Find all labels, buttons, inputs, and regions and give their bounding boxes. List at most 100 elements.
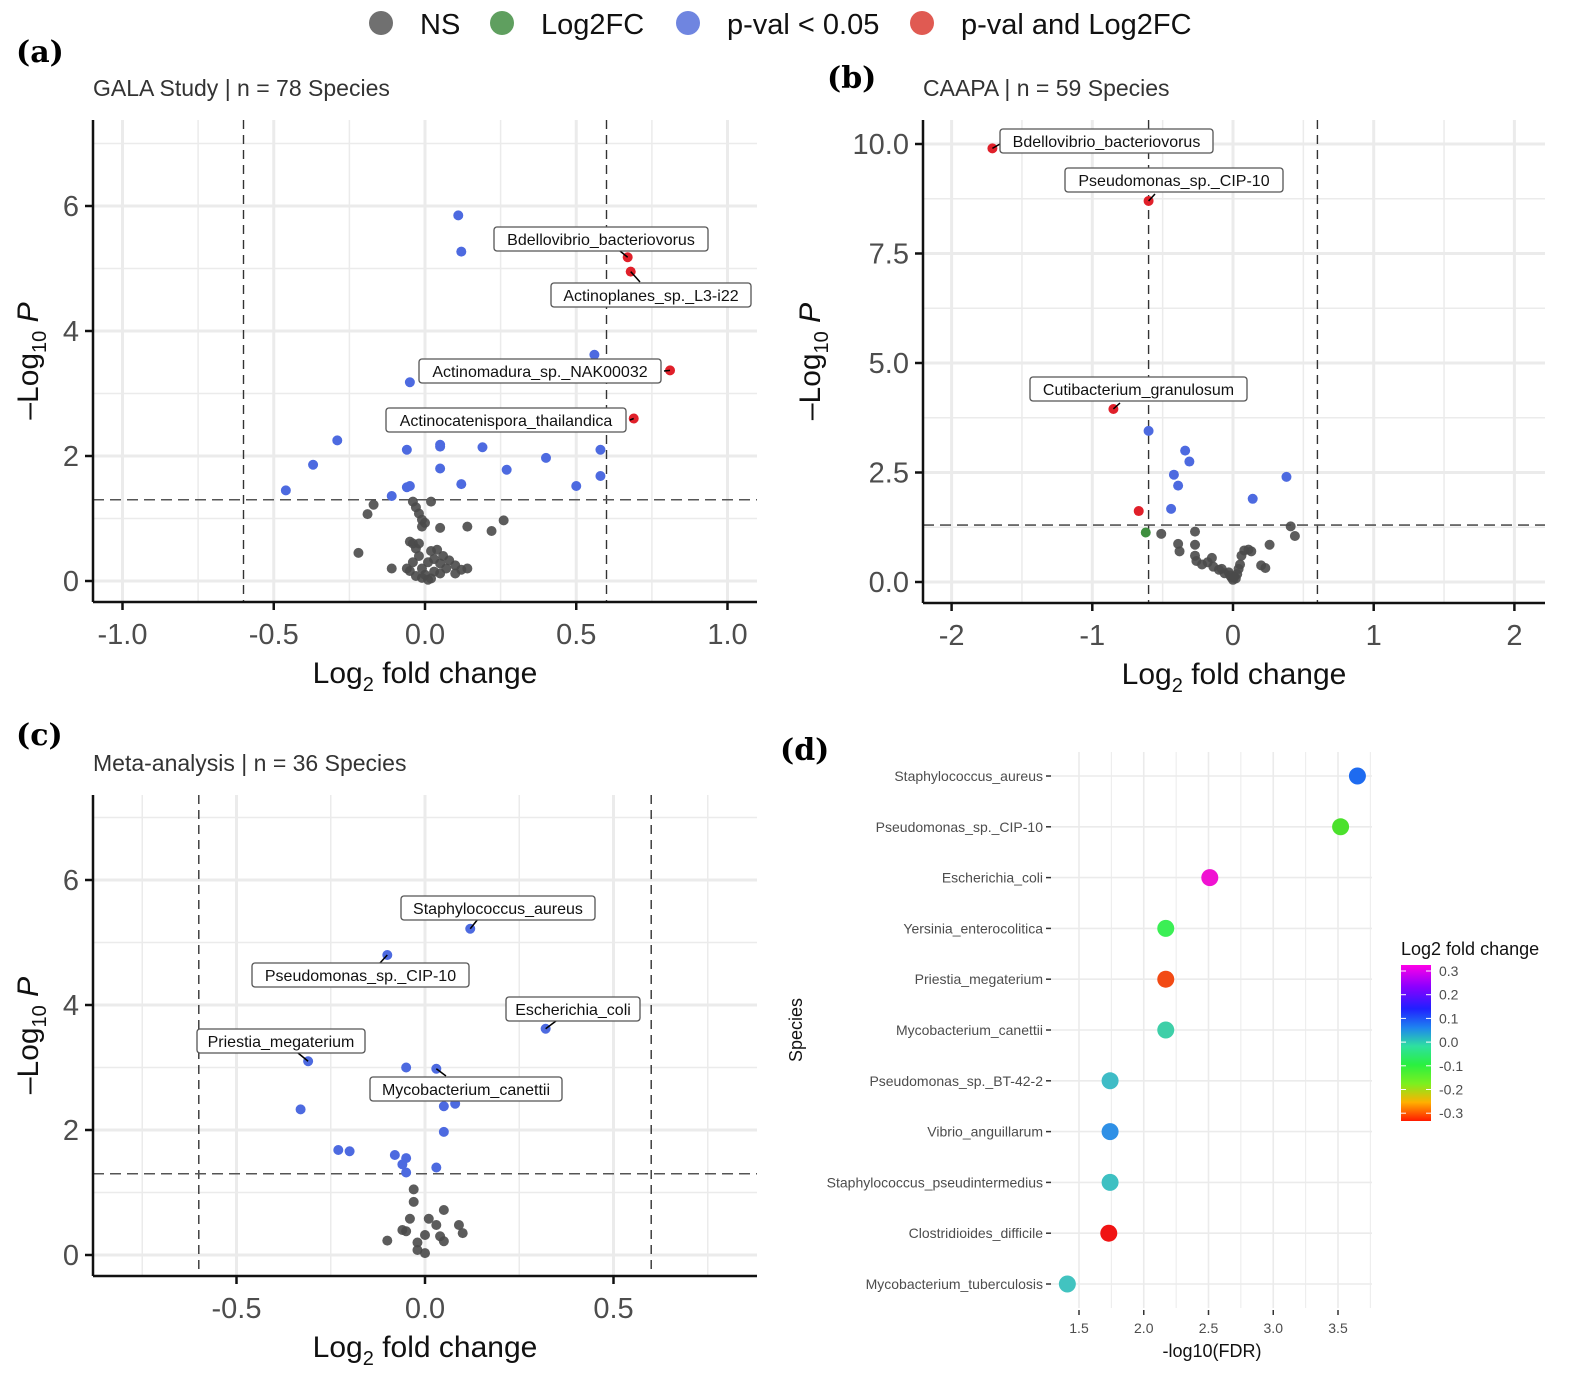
legend-label: Log2FC: [541, 9, 644, 41]
data-point-ns: [416, 563, 427, 574]
point-label: Staphylococcus_aureus: [400, 895, 596, 930]
panel-letter-d: (d): [780, 733, 829, 768]
data-point-ns: [404, 1213, 415, 1224]
label-text: Actinomadura_sp._NAK00032: [432, 364, 647, 381]
x-tick-label: -0.5: [212, 1293, 262, 1325]
label-connector: [1112, 402, 1121, 410]
label-connector: [379, 954, 388, 964]
y-tick-label: 2: [63, 441, 79, 473]
legend-key-1: [490, 11, 514, 35]
colorbar-tick-label: -0.3: [1439, 1105, 1463, 1121]
data-point-p: [1173, 480, 1184, 491]
data-point-ns: [420, 1248, 430, 1259]
data-point-ns: [368, 499, 379, 510]
y-tick-label: 0: [63, 1240, 79, 1272]
y-tick-label: Escherichia_coli: [942, 870, 1043, 886]
x-tick-label: 3.5: [1328, 1320, 1348, 1336]
data-point: [1201, 869, 1219, 887]
panel-title: CAAPA | n = 59 Species: [923, 75, 1170, 101]
data-point: [1157, 919, 1175, 937]
legend-label: p-val and Log2FC: [961, 9, 1192, 41]
label-text: Bdellovibrio_bacteriovorus: [507, 232, 695, 249]
y-tick-label: Mycobacterium_canettii: [896, 1022, 1043, 1038]
x-axis-label: -log10(FDR): [1162, 1341, 1261, 1361]
legend-label: p-val < 0.05: [727, 9, 879, 41]
data-point-p: [386, 491, 397, 501]
data-point-ns: [413, 551, 424, 561]
data-point-p: [1166, 503, 1177, 514]
panel-letter-c: (c): [16, 718, 63, 753]
y-tick-label: 0: [63, 566, 79, 598]
data-point-p: [389, 1150, 400, 1160]
x-tick-label: 0.5: [556, 619, 596, 651]
panel-letter-a: (a): [16, 35, 64, 70]
data-point-p: [477, 442, 488, 453]
data-point-p: [438, 1101, 449, 1112]
data-point-ns: [1174, 546, 1185, 557]
x-tick-label: -2: [939, 620, 965, 652]
label-connector: [630, 271, 641, 283]
data-point-ns: [353, 547, 364, 558]
x-tick-label: 0.0: [405, 619, 445, 651]
y-tick-label: 10.0: [853, 129, 909, 161]
points: [987, 143, 1300, 585]
label-box: [196, 1028, 366, 1054]
y-axis-label: –Log10 P: [12, 302, 51, 419]
data-point-ns: [407, 557, 418, 568]
y-tick-label: 6: [63, 191, 79, 223]
data-point-p: [453, 210, 464, 221]
data-point-p: [541, 452, 551, 463]
label-connector: [629, 417, 635, 421]
legend-key-3: [910, 11, 934, 35]
data-point-ns: [435, 522, 446, 533]
data-point-ns: [431, 1220, 442, 1230]
data-point-ns: [420, 1230, 430, 1240]
data-point-ns: [1173, 538, 1184, 549]
data-point-p: [401, 1167, 412, 1178]
grid: [1050, 752, 1372, 1308]
data-point: [1101, 1173, 1119, 1191]
colorbar-legend: Log2 fold change 0.3 0.2 0.1 0.0 -0.1 -0.2 -0.3: [1401, 939, 1539, 1121]
data-point-ns: [408, 1184, 419, 1195]
colorbar-tick-label: 0.3: [1439, 963, 1459, 979]
label-text: Mycobacterium_canettii: [382, 1082, 550, 1099]
data-point-p: [295, 1104, 306, 1115]
y-tick-label: 6: [63, 865, 79, 897]
data-point-ns: [412, 1245, 423, 1255]
data-point-p: [332, 435, 343, 446]
label-connector: [435, 1068, 447, 1077]
volcano-plot-caapa: CAAPA | n = 59 Species -2 -1 0 1 2 0.0 2.5 5.0 7.…: [794, 75, 1545, 697]
data-point-ns: [382, 1235, 393, 1246]
panel-title: GALA Study | n = 78 Species: [93, 75, 390, 101]
data-point-p: [280, 485, 291, 496]
data-point-p: [308, 459, 319, 470]
x-tick-label: 1.5: [1069, 1320, 1089, 1336]
data-point: [1101, 1123, 1119, 1141]
data-point-ns: [498, 515, 509, 526]
data-point-ns: [1206, 552, 1217, 563]
data-point-ns: [462, 521, 473, 532]
label-connector: [992, 143, 1001, 150]
data-point-ns: [1289, 531, 1300, 542]
y-tick-label: 2: [63, 1115, 79, 1147]
y-axis-label: Species: [786, 998, 806, 1062]
data-point-p: [1143, 425, 1154, 436]
data-point-ns: [432, 544, 443, 555]
data-point-ns: [462, 563, 473, 574]
data-point-p: [1184, 456, 1195, 467]
volcano-plot-meta-analysis: Meta-analysis | n = 36 Species -0.5 0.0 0.5…: [12, 750, 757, 1370]
y-tick-label: Clostridioides_difficile: [909, 1225, 1044, 1241]
data-point: [1157, 1021, 1175, 1039]
data-point-p: [456, 479, 467, 490]
legend-label: NS: [420, 9, 460, 41]
label-text: Bdellovibrio_bacteriovorus: [1013, 134, 1201, 151]
data-point-p: [595, 444, 606, 455]
colorbar-tick-label: -0.2: [1439, 1082, 1463, 1098]
y-tick-label: Pseudomonas_sp._CIP-10: [876, 819, 1044, 835]
data-point-both: [1133, 506, 1144, 517]
panel-letter-b: (b): [827, 61, 876, 96]
point-label: Actinomadura_sp._NAK00032: [418, 358, 671, 384]
point-label: Priestia_megaterium: [196, 1028, 366, 1062]
y-tick-label: 5.0: [869, 348, 909, 380]
